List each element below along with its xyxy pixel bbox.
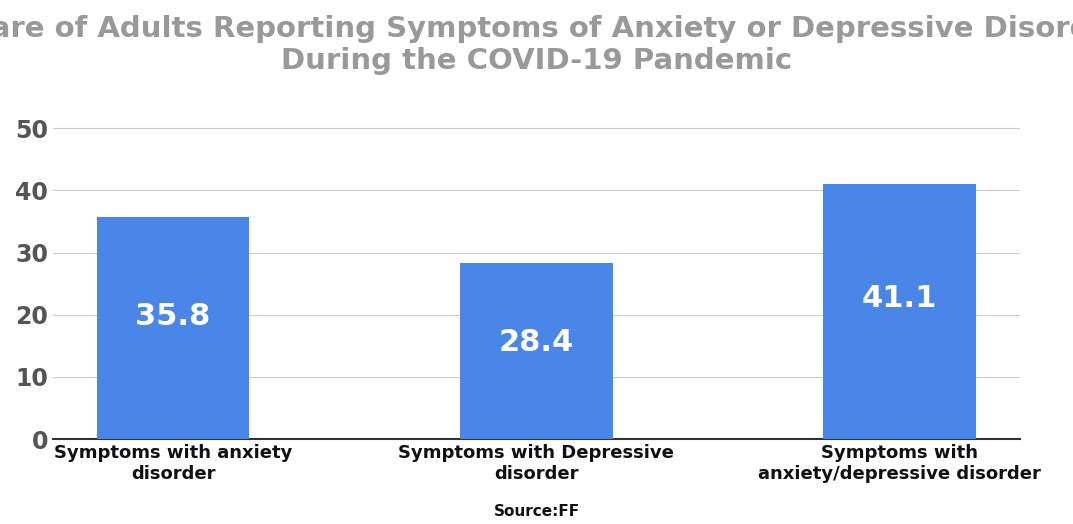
Bar (460, 263, 613, 439)
Bar (97, 216, 249, 439)
Text: 35.8: 35.8 (135, 302, 210, 331)
Text: 41.1: 41.1 (862, 284, 938, 313)
Bar (823, 183, 976, 439)
Title: Share of Adults Reporting Symptoms of Anxiety or Depressive Disorder
During the : Share of Adults Reporting Symptoms of An… (0, 15, 1073, 75)
Text: Source:FF: Source:FF (494, 504, 579, 519)
Text: 28.4: 28.4 (499, 328, 574, 356)
